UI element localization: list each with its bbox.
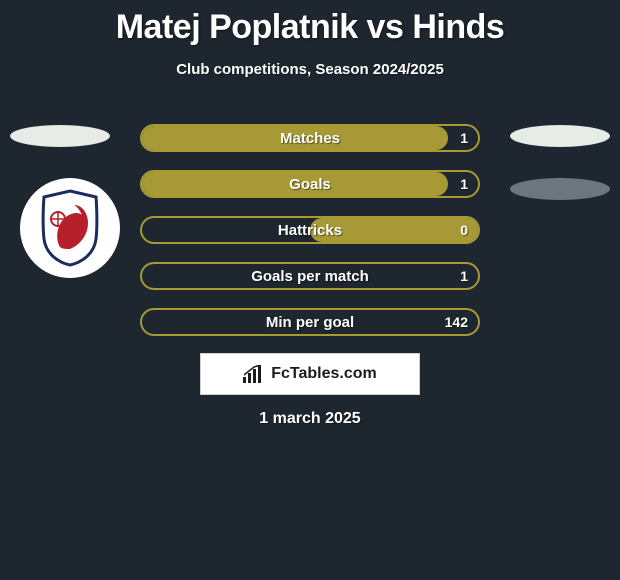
stat-row: Min per goal142 <box>140 308 480 336</box>
player-right-placeholder-1 <box>510 125 610 147</box>
stat-row: Goals1 <box>140 170 480 198</box>
stat-value: 1 <box>460 268 468 284</box>
watermark-text: FcTables.com <box>271 365 377 383</box>
subtitle: Club competitions, Season 2024/2025 <box>0 61 620 78</box>
stat-row: Hattricks0 <box>140 216 480 244</box>
bar-chart-icon <box>243 365 265 383</box>
stat-row: Goals per match1 <box>140 262 480 290</box>
player-right-placeholder-2 <box>510 178 610 200</box>
watermark-box: FcTables.com <box>200 353 420 395</box>
stat-value: 1 <box>460 176 468 192</box>
stat-label: Hattricks <box>142 222 478 239</box>
stat-value: 0 <box>460 222 468 238</box>
shield-icon <box>38 189 102 267</box>
stat-rows-container: Matches1Goals1Hattricks0Goals per match1… <box>140 124 480 354</box>
date-text: 1 march 2025 <box>0 410 620 428</box>
stat-label: Min per goal <box>142 314 478 331</box>
player-left-placeholder <box>10 125 110 147</box>
stat-label: Goals <box>142 176 478 193</box>
stat-label: Matches <box>142 130 478 147</box>
stat-row: Matches1 <box>140 124 480 152</box>
stat-label: Goals per match <box>142 268 478 285</box>
stat-value: 142 <box>445 314 468 330</box>
page-title: Matej Poplatnik vs Hinds <box>0 0 620 47</box>
club-crest <box>20 178 120 278</box>
stat-value: 1 <box>460 130 468 146</box>
